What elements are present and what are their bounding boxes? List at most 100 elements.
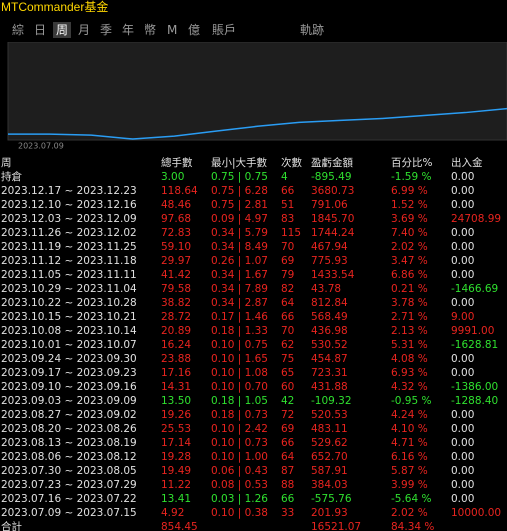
row-cell: 0.00: [451, 199, 475, 211]
period-cell: 2023.10.22 ~ 2023.10.28: [1, 297, 137, 309]
tab[interactable]: 日: [34, 23, 47, 37]
row-cell: 69: [281, 423, 295, 435]
row-cell: 0.08 | 0.53: [211, 479, 268, 491]
tab[interactable]: 年: [122, 23, 135, 37]
row-cell: 4.10 %: [391, 423, 428, 435]
tab[interactable]: 周: [53, 22, 72, 38]
row-cell: 812.84: [311, 297, 348, 309]
row-cell: 72: [281, 409, 295, 421]
tab[interactable]: 幣: [144, 23, 157, 37]
row-cell: 59.10: [161, 241, 192, 253]
row-cell: 3.78 %: [391, 297, 428, 309]
tab[interactable]: 億: [188, 23, 201, 37]
tab[interactable]: 軌跡: [300, 23, 325, 37]
period-cell: 2023.10.15 ~ 2023.10.21: [1, 311, 137, 323]
row-cell: 29.97: [161, 255, 192, 267]
row-cell: 13.41: [161, 493, 192, 505]
row-cell: 9.00: [451, 311, 475, 323]
row-cell: 72.83: [161, 227, 192, 239]
row-cell: 6.99 %: [391, 185, 428, 197]
row-cell: 3.47 %: [391, 255, 428, 267]
row-cell: 0.09 | 4.97: [211, 213, 268, 225]
column-header: 總手數: [161, 157, 193, 169]
row-cell: -1466.69: [451, 283, 499, 295]
row-cell: 0.00: [451, 451, 475, 463]
row-cell: 9991.00: [451, 325, 495, 337]
row-cell: 66: [281, 493, 295, 505]
row-cell: 0.34 | 1.67: [211, 269, 268, 281]
row-cell: 69: [281, 255, 295, 267]
row-cell: 201.93: [311, 507, 348, 519]
row-cell: 5.31 %: [391, 339, 428, 351]
row-cell: 454.87: [311, 353, 348, 365]
period-cell: 2023.08.27 ~ 2023.09.02: [1, 409, 137, 421]
row-cell: 65: [281, 367, 295, 379]
period-cell: 2023.07.16 ~ 2023.07.22: [1, 493, 137, 505]
equity-chart: 2023.07.09: [7, 42, 507, 151]
row-cell: 3.69 %: [391, 213, 428, 225]
row-cell: 775.93: [311, 255, 348, 267]
column-header: 盈虧金額: [311, 157, 353, 169]
row-cell: 82: [281, 283, 295, 295]
row-cell: -109.32: [311, 395, 352, 407]
row-cell: 64: [281, 451, 295, 463]
row-cell: 1744.24: [311, 227, 355, 239]
row-cell: 16.24: [161, 339, 192, 351]
period-cell: 2023.08.20 ~ 2023.08.26: [1, 423, 137, 435]
row-cell: -1628.81: [451, 339, 499, 351]
tab[interactable]: 綜: [12, 23, 25, 37]
holding-cell: 持倉: [1, 171, 22, 183]
row-cell: 483.11: [311, 423, 348, 435]
period-cell: 2023.09.03 ~ 2023.09.09: [1, 395, 137, 407]
row-cell: 4.71 %: [391, 437, 428, 449]
row-cell: 1845.70: [311, 213, 355, 225]
row-cell: 3680.73: [311, 185, 355, 197]
row-cell: 6.16 %: [391, 451, 428, 463]
row-cell: -1386.00: [451, 381, 499, 393]
holding-cell: -1.59 %: [391, 171, 432, 183]
row-cell: 19.49: [161, 465, 192, 477]
tab[interactable]: 月: [78, 23, 91, 37]
row-cell: 19.26: [161, 409, 192, 421]
row-cell: 0.00: [451, 479, 475, 491]
row-cell: 0.10 | 0.73: [211, 437, 268, 449]
row-cell: 0.10 | 0.70: [211, 381, 268, 393]
row-cell: 0.34 | 8.49: [211, 241, 268, 253]
row-cell: 0.00: [451, 409, 475, 421]
row-cell: 51: [281, 199, 295, 211]
row-cell: 0.10 | 1.65: [211, 353, 268, 365]
row-cell: 48.46: [161, 199, 192, 211]
period-cell: 2023.07.23 ~ 2023.07.29: [1, 479, 137, 491]
row-cell: 0.00: [451, 493, 475, 505]
row-cell: 70: [281, 325, 295, 337]
row-cell: 66: [281, 437, 295, 449]
row-cell: 79: [281, 269, 295, 281]
row-cell: 4.92: [161, 507, 185, 519]
row-cell: 529.62: [311, 437, 348, 449]
row-cell: 587.91: [311, 465, 348, 477]
row-cell: 75: [281, 353, 295, 365]
holding-cell: 3.00: [161, 171, 185, 183]
column-header: 周: [1, 157, 12, 169]
row-cell: 17.16: [161, 367, 192, 379]
row-cell: 13.50: [161, 395, 192, 407]
row-cell: 431.88: [311, 381, 348, 393]
row-cell: 2.13 %: [391, 325, 428, 337]
row-cell: 0.00: [451, 353, 475, 365]
row-cell: 4.08 %: [391, 353, 428, 365]
row-cell: 652.70: [311, 451, 348, 463]
row-cell: -1288.40: [451, 395, 499, 407]
row-cell: 530.52: [311, 339, 348, 351]
holding-cell: 0.00: [451, 171, 475, 183]
row-cell: 17.14: [161, 437, 192, 449]
period-cell: 2023.12.17 ~ 2023.12.23: [1, 185, 137, 197]
period-cell: 2023.07.09 ~ 2023.07.15: [1, 507, 137, 519]
period-cell: 2023.09.17 ~ 2023.09.23: [1, 367, 137, 379]
tab[interactable]: M: [167, 23, 178, 37]
column-header: 最小|大手數: [211, 157, 268, 169]
period-cell: 2023.11.05 ~ 2023.11.11: [1, 269, 137, 281]
tab[interactable]: 季: [100, 23, 113, 37]
row-cell: 88: [281, 479, 295, 491]
tab[interactable]: 賬戶: [212, 23, 237, 37]
